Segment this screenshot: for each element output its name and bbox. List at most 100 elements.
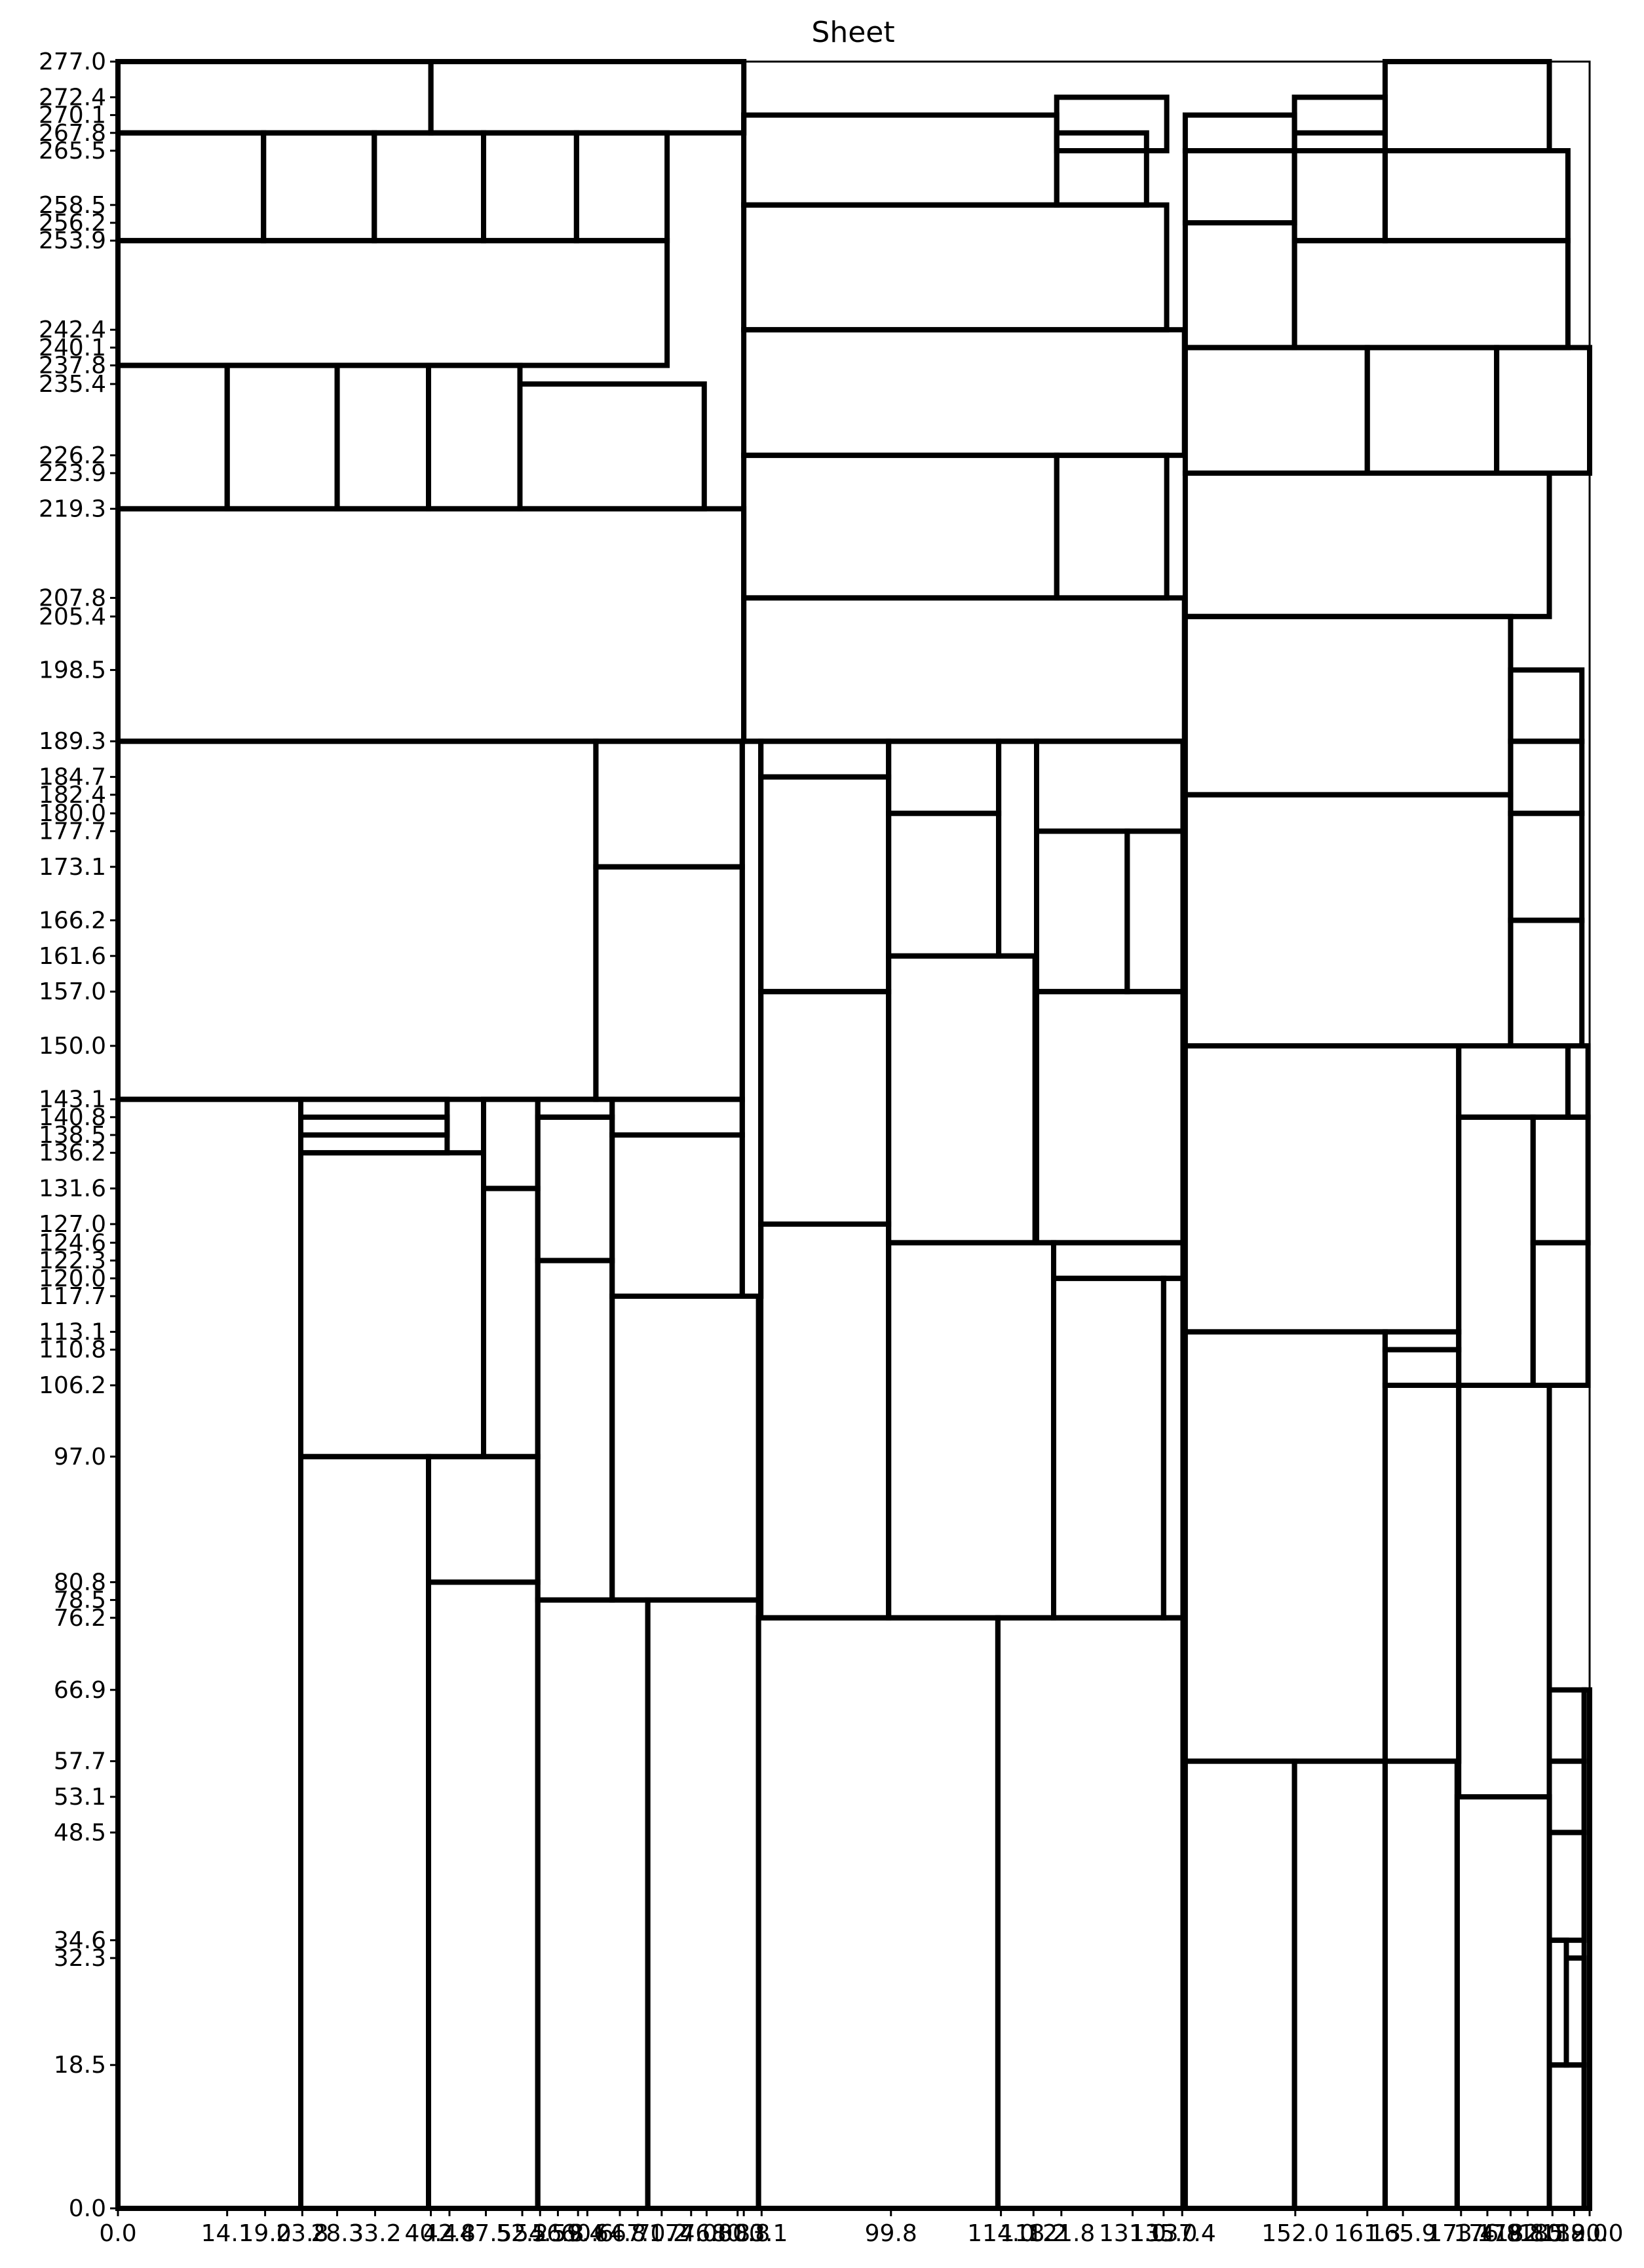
y-tick-label: 57.7 — [54, 1748, 106, 1775]
y-tick-label: 189.3 — [39, 728, 106, 755]
y-tick-label: 258.5 — [39, 192, 106, 219]
x-tick-label: 118.2 — [1000, 2220, 1067, 2247]
y-tick-label: 198.5 — [39, 657, 106, 683]
sheet-piece-83 — [535, 1597, 651, 2212]
sheet-piece-29 — [741, 452, 1060, 601]
sheet-piece-34 — [1182, 613, 1514, 798]
x-tick-label: 70.2 — [636, 2220, 688, 2247]
y-tick-label: 136.2 — [39, 1140, 106, 1166]
pieces-layer — [115, 59, 1593, 2212]
sheet-piece-80 — [298, 1453, 431, 2211]
sheet-piece-2 — [741, 112, 1060, 208]
y-tick-label: 157.0 — [39, 978, 106, 1005]
x-tick-label: 42.8 — [423, 2220, 476, 2247]
x-tick-label: 60.6 — [561, 2220, 613, 2247]
sheet-piece-65 — [758, 1221, 892, 1621]
y-tick-label: 143.1 — [39, 1086, 106, 1113]
y-tick-label: 120.0 — [39, 1265, 106, 1292]
sheet-piece-91 — [1382, 1758, 1460, 2212]
sheet-piece-98 — [1563, 1955, 1587, 2068]
sheet-piece-51 — [1182, 792, 1514, 1049]
y-tick-label: 223.9 — [39, 460, 106, 487]
x-axis: 0.0 14.119.023.828.333.2 40.442.847.552.25… — [99, 2208, 1624, 2247]
y-tick-label: 80.8 — [54, 1569, 106, 1596]
y-tick-label: 237.8 — [39, 353, 106, 379]
sheet-piece-0 — [115, 59, 434, 136]
y-tick-label: 140.8 — [39, 1104, 106, 1131]
sheet-piece-58 — [535, 1096, 615, 1120]
y-tick-label: 0.0 — [69, 2195, 106, 2222]
sheet-piece-32 — [115, 506, 747, 744]
sheet-piece-3 — [1054, 94, 1170, 153]
sheet-piece-78 — [1382, 1329, 1462, 1353]
sheet-piece-26 — [1182, 345, 1370, 476]
y-tick-label: 242.4 — [39, 317, 106, 343]
x-tick-label: 56.8 — [531, 2220, 584, 2247]
y-tick-label: 78.5 — [54, 1587, 106, 1614]
sheet-piece-50 — [1508, 917, 1585, 1049]
sheet-piece-57 — [481, 1185, 541, 1459]
sheet-piece-6 — [1291, 94, 1388, 153]
x-tick-label: 33.2 — [349, 2220, 401, 2247]
sheet-piece-86 — [995, 1615, 1186, 2212]
x-tick-label: 165.9 — [1369, 2220, 1437, 2247]
x-tick-label: 74.0 — [665, 2220, 717, 2247]
sheet-piece-36 — [115, 739, 599, 1102]
sheet-piece-59 — [535, 1114, 615, 1263]
y-tick-label: 272.4 — [39, 84, 106, 111]
y-tick-label: 117.7 — [39, 1283, 106, 1310]
x-tick-label: 182.0 — [1494, 2220, 1561, 2247]
sheet-piece-99 — [1546, 2062, 1587, 2211]
x-tick-label: 80.0 — [712, 2220, 764, 2247]
y-tick-label: 277.0 — [39, 48, 106, 75]
y-tick-label: 256.2 — [39, 210, 106, 237]
sheet-piece-23 — [426, 362, 523, 512]
sheet-piece-46 — [1034, 828, 1130, 995]
sheet-piece-68 — [1034, 989, 1186, 1246]
y-tick-label: 106.2 — [39, 1372, 106, 1399]
y-tick-label: 76.2 — [54, 1605, 106, 1632]
x-tick-label: 121.8 — [1027, 2220, 1095, 2247]
sheet-piece-63 — [609, 1294, 761, 1603]
y-tick-label: 122.3 — [39, 1248, 106, 1275]
y-tick-label: 253.9 — [39, 227, 106, 254]
sheet-piece-33 — [741, 595, 1187, 744]
sheet-piece-69 — [1051, 1240, 1186, 1281]
sheet-piece-70 — [1051, 1275, 1166, 1621]
y-tick-label: 97.0 — [54, 1444, 106, 1470]
sheet-piece-79 — [1382, 1347, 1462, 1389]
x-tick-label: 54.5 — [514, 2220, 566, 2247]
x-tick-label: 0.0 — [99, 2220, 136, 2247]
x-tick-label: 99.8 — [865, 2220, 917, 2247]
y-tick-label: 131.6 — [39, 1176, 106, 1202]
sheet-piece-61 — [609, 1096, 745, 1138]
x-tick-label: 67.1 — [611, 2220, 664, 2247]
y-tick-label: 207.8 — [39, 585, 106, 611]
sheet-piece-24 — [517, 381, 707, 512]
sheet-piece-85 — [755, 1615, 1001, 2212]
sheet-piece-17 — [115, 238, 670, 368]
x-tick-label: 161.3 — [1333, 2220, 1401, 2247]
sheet-piece-81 — [426, 1453, 541, 1585]
sheet-piece-64 — [758, 989, 892, 1227]
sheet-piece-96 — [1546, 1830, 1587, 1943]
sheet-piece-11 — [481, 130, 579, 244]
sheet-piece-77 — [1530, 1240, 1591, 1389]
x-tick-label: 185.2 — [1519, 2220, 1586, 2247]
sheet-piece-28 — [1494, 345, 1593, 476]
y-tick-label: 48.5 — [54, 1819, 106, 1846]
sheet-piece-25 — [741, 327, 1187, 458]
sheet-piece-75 — [1456, 1114, 1536, 1389]
x-tick-label: 64.8 — [594, 2220, 646, 2247]
sheet-piece-72 — [1182, 1043, 1462, 1335]
x-tick-label: 47.5 — [459, 2220, 512, 2247]
sheet-piece-93 — [1454, 1794, 1552, 2211]
y-tick-label: 240.1 — [39, 334, 106, 361]
x-tick-label: 176.8 — [1453, 2220, 1521, 2247]
y-tick-label: 34.6 — [54, 1927, 106, 1954]
y-tick-label: 166.2 — [39, 907, 106, 934]
sheet-piece-71 — [1160, 1275, 1186, 1621]
sheet-piece-90 — [1382, 1383, 1462, 1764]
y-tick-label: 150.0 — [39, 1033, 106, 1060]
